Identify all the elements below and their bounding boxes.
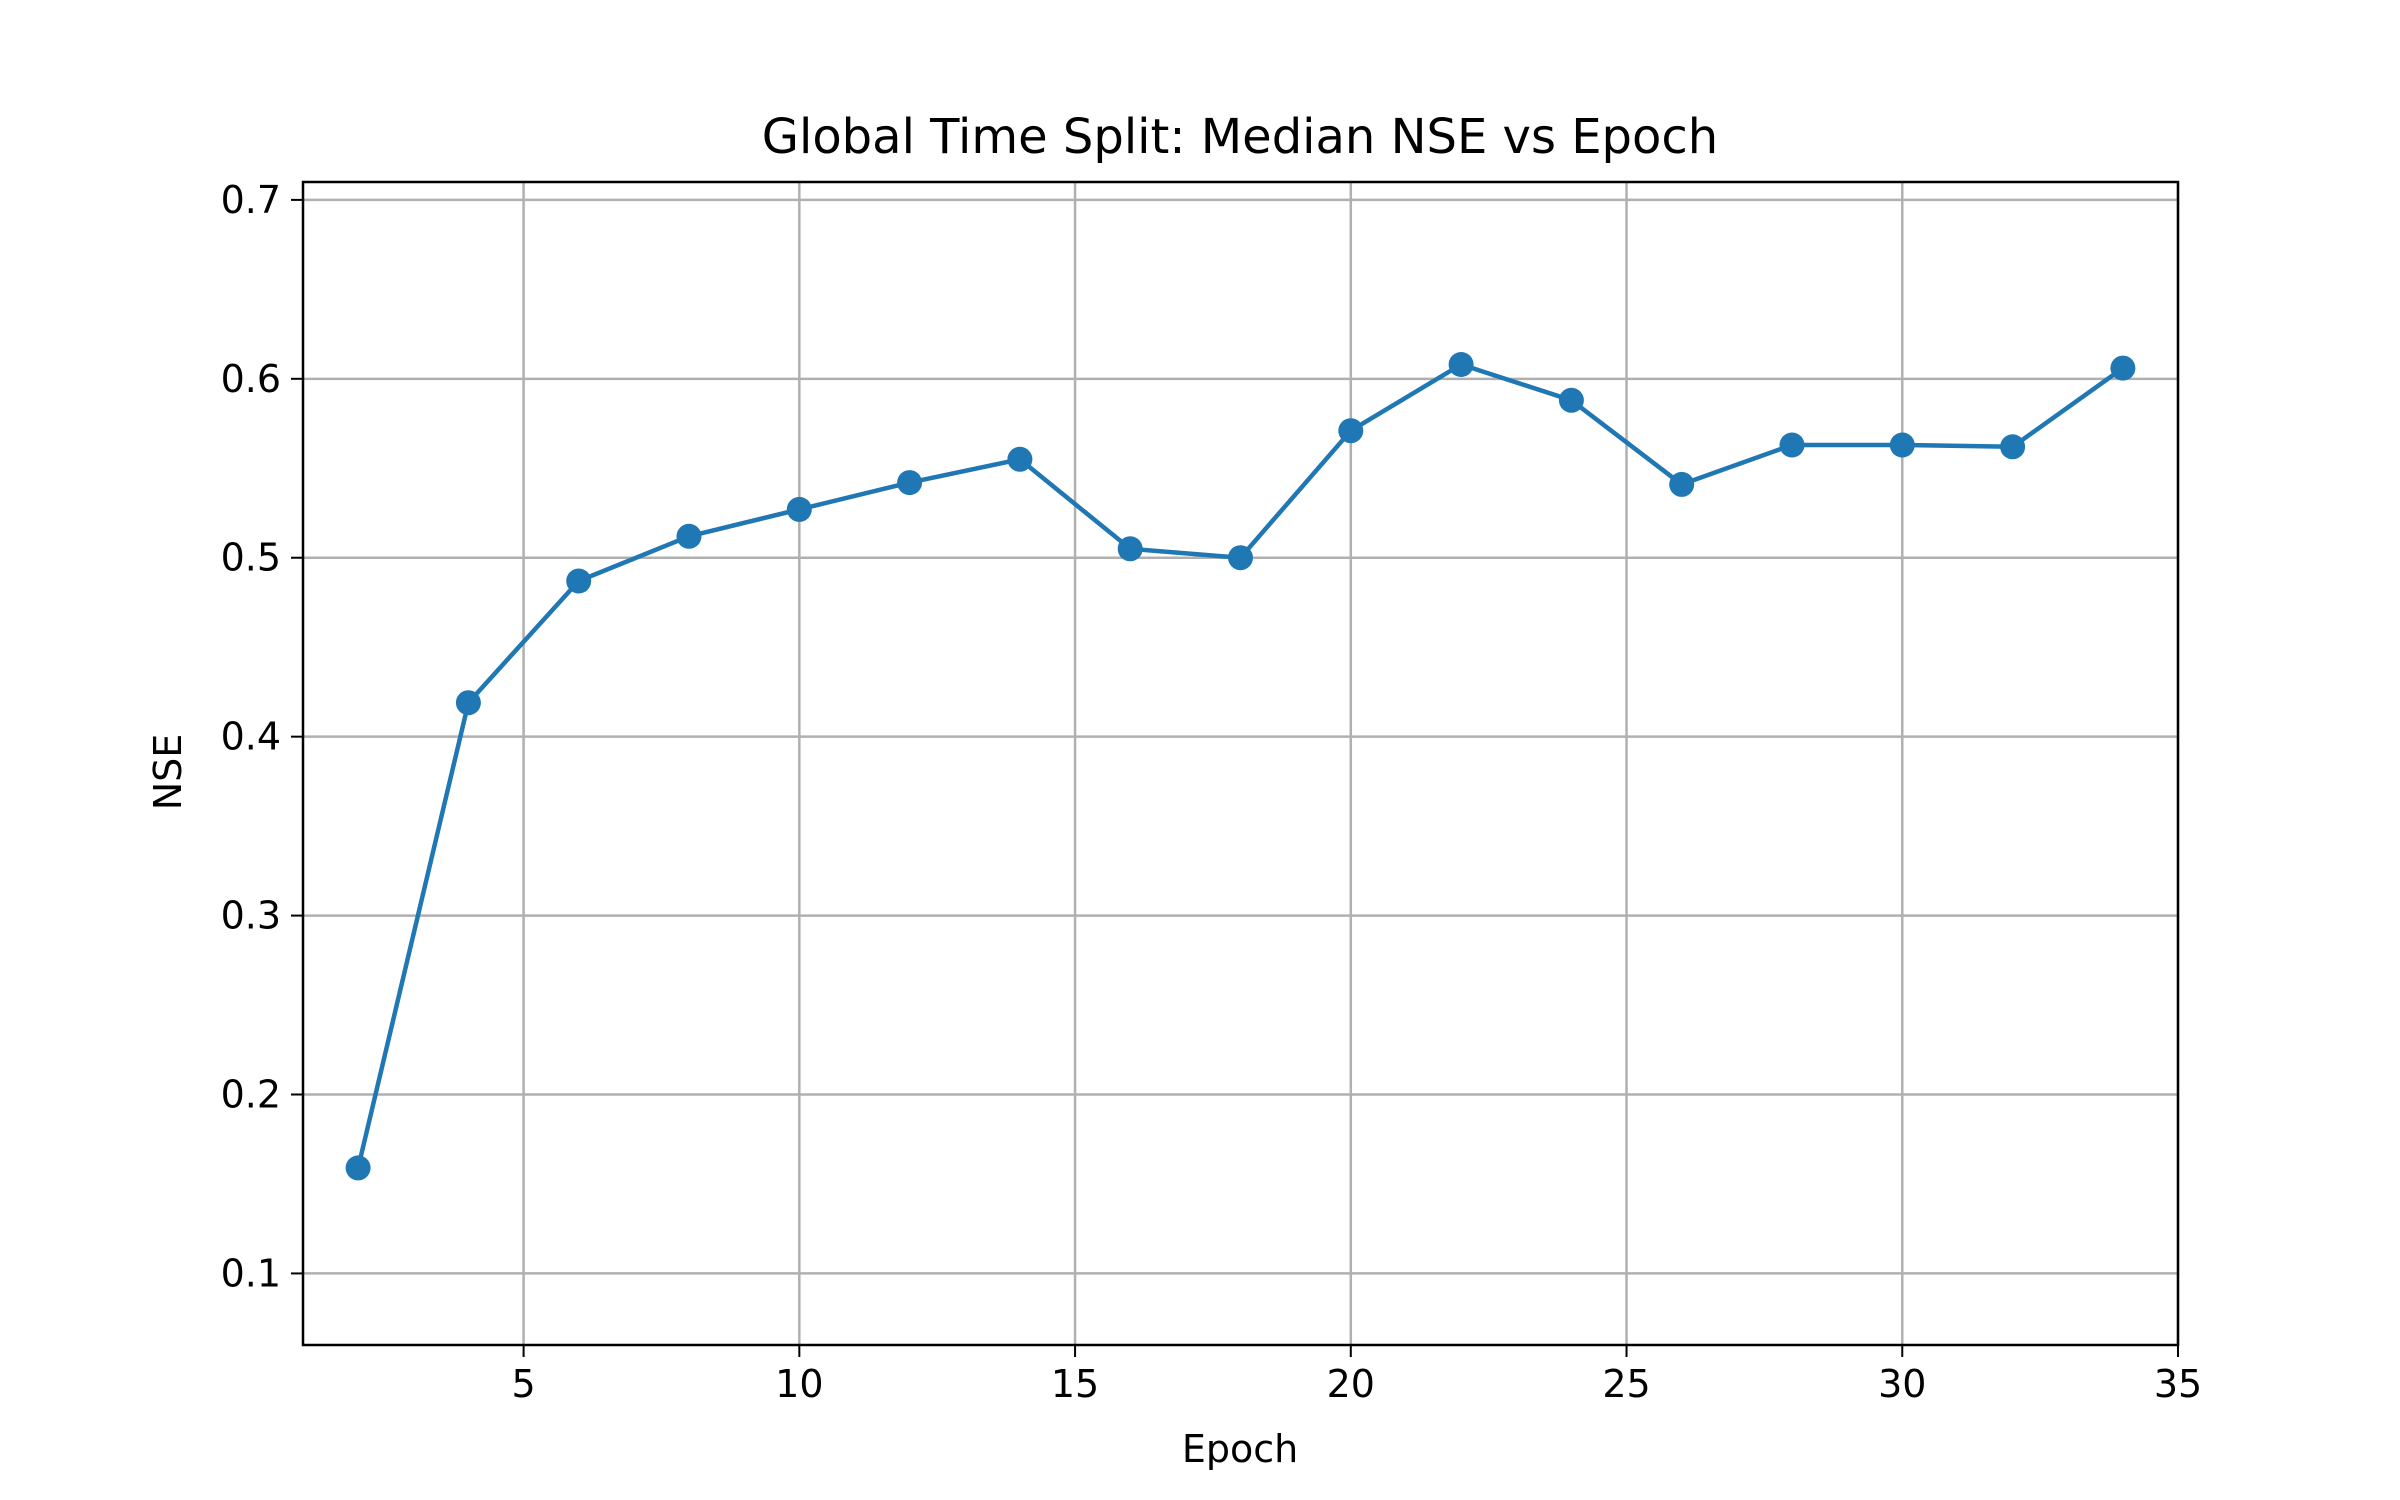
x-tick-label: 25 [1602,1362,1650,1406]
y-axis-label: NSE [146,734,190,811]
data-point [1669,471,1695,497]
chart-title: Global Time Split: Median NSE vs Epoch [762,109,1718,165]
data-point [2000,434,2026,460]
data-point [1228,545,1253,571]
plot-frame [301,180,2180,1347]
data-point [1007,446,1033,472]
data-point [1558,387,1584,413]
y-tick-label: 0.5 [221,536,281,580]
x-tick-label: 20 [1327,1362,1375,1406]
data-point [345,1155,371,1181]
y-tick-label: 0.3 [221,894,281,938]
x-axis-label: Epoch [1182,1427,1298,1471]
data-point [786,496,812,522]
x-tick-label: 5 [511,1362,535,1406]
y-tick-label: 0.2 [221,1073,281,1117]
data-point [676,523,702,549]
x-tick-label: 15 [1051,1362,1099,1406]
y-tick-label: 0.6 [221,357,281,401]
y-tick-label: 0.7 [221,178,281,222]
data-point [1889,432,1915,458]
data-point [2110,355,2136,381]
x-tick-label: 35 [2154,1362,2202,1406]
data-point [1779,432,1805,458]
axis-ticks: 5 10 15 20 25 30 35 0.1 0.2 0.3 0.4 0.5 0.6 0.7 [221,178,2203,1406]
x-tick-label: 10 [775,1362,823,1406]
y-tick-label: 0.4 [221,715,281,759]
y-tick-label: 0.1 [221,1251,281,1295]
grid [303,182,2180,1345]
data-series [345,352,2136,1181]
data-point [1448,352,1474,377]
data-point [897,470,923,496]
data-point [1117,536,1143,562]
data-point [566,568,592,594]
data-point [455,690,481,716]
data-point [1338,418,1364,444]
x-tick-label: 30 [1878,1362,1926,1406]
